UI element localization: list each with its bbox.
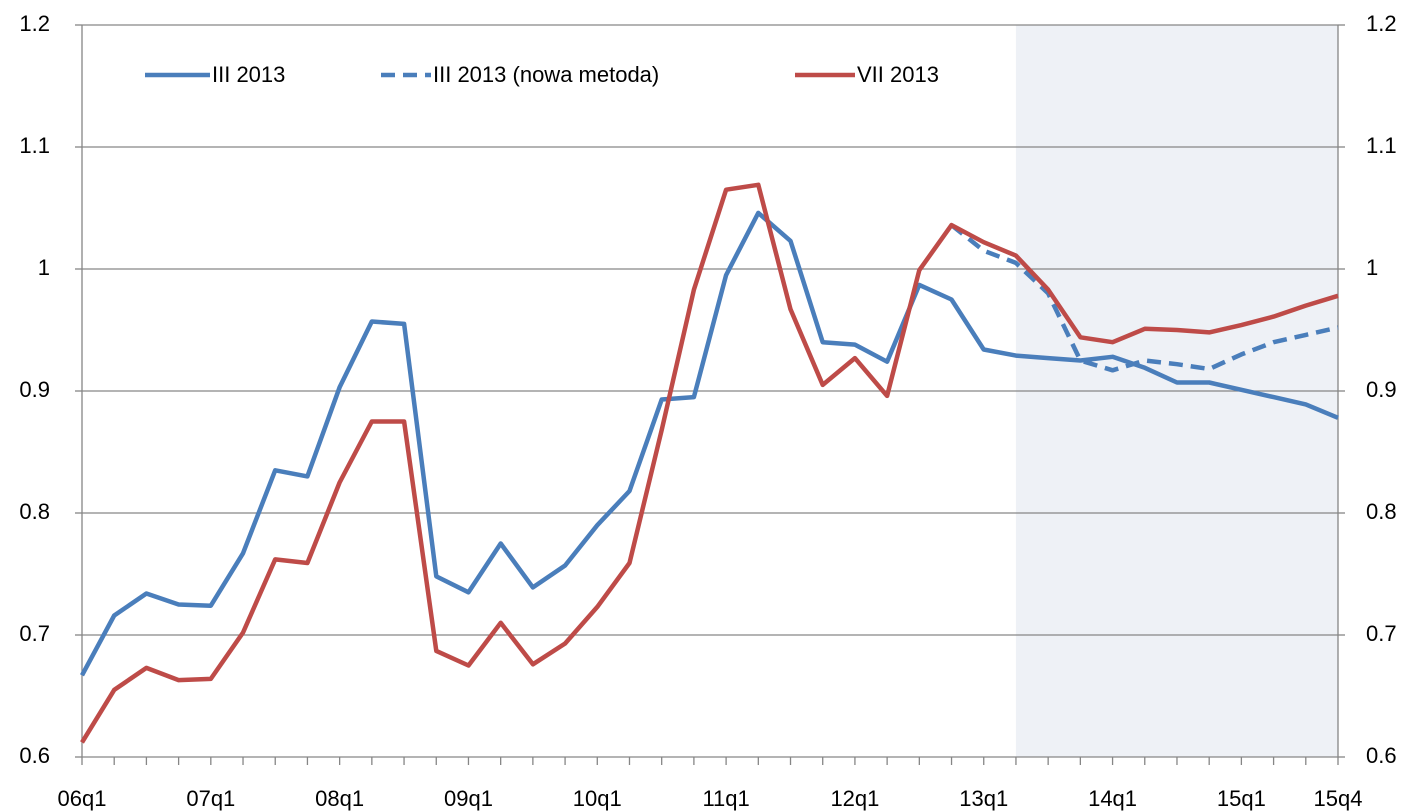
series-line [80, 182, 1339, 744]
x-tick-label: 13q1 [959, 786, 1008, 811]
y-tick-label: 1.1 [19, 133, 50, 158]
x-tick-label: 11q1 [702, 786, 749, 811]
series-line [80, 210, 1339, 677]
x-tick-label: 14q1 [1088, 786, 1137, 811]
x-tick-label: 15q4 [1314, 786, 1363, 811]
legend-label: VII 2013 [857, 62, 939, 87]
legend-label: III 2013 [212, 62, 285, 87]
series-line [950, 223, 1339, 373]
y-tick-label: 0.6 [19, 743, 50, 768]
y-tick-label: 0.7 [19, 621, 50, 646]
y-tick-label: 0.8 [19, 499, 50, 524]
x-tick-label: 07q1 [186, 786, 235, 811]
y2-tick-label: 1.2 [1366, 11, 1397, 36]
y-tick-label: 1.2 [19, 11, 50, 36]
y2-tick-label: 0.7 [1366, 621, 1397, 646]
y2-tick-label: 0.8 [1366, 499, 1397, 524]
y2-tick-label: 0.6 [1366, 743, 1397, 768]
x-tick-label: 12q1 [830, 786, 879, 811]
y2-tick-label: 0.9 [1366, 377, 1397, 402]
x-tick-label: 10q1 [573, 786, 622, 811]
y-tick-label: 1 [38, 255, 50, 280]
x-tick-label: 08q1 [315, 786, 364, 811]
y-tick-label: 0.9 [19, 377, 50, 402]
y2-tick-label: 1 [1366, 255, 1378, 280]
x-tick-label: 09q1 [444, 786, 493, 811]
x-tick-label: 15q1 [1217, 786, 1266, 811]
y2-tick-label: 1.1 [1366, 133, 1397, 158]
legend-label: III 2013 (nowa metoda) [433, 62, 659, 87]
x-tick-label: 06q1 [58, 786, 107, 811]
